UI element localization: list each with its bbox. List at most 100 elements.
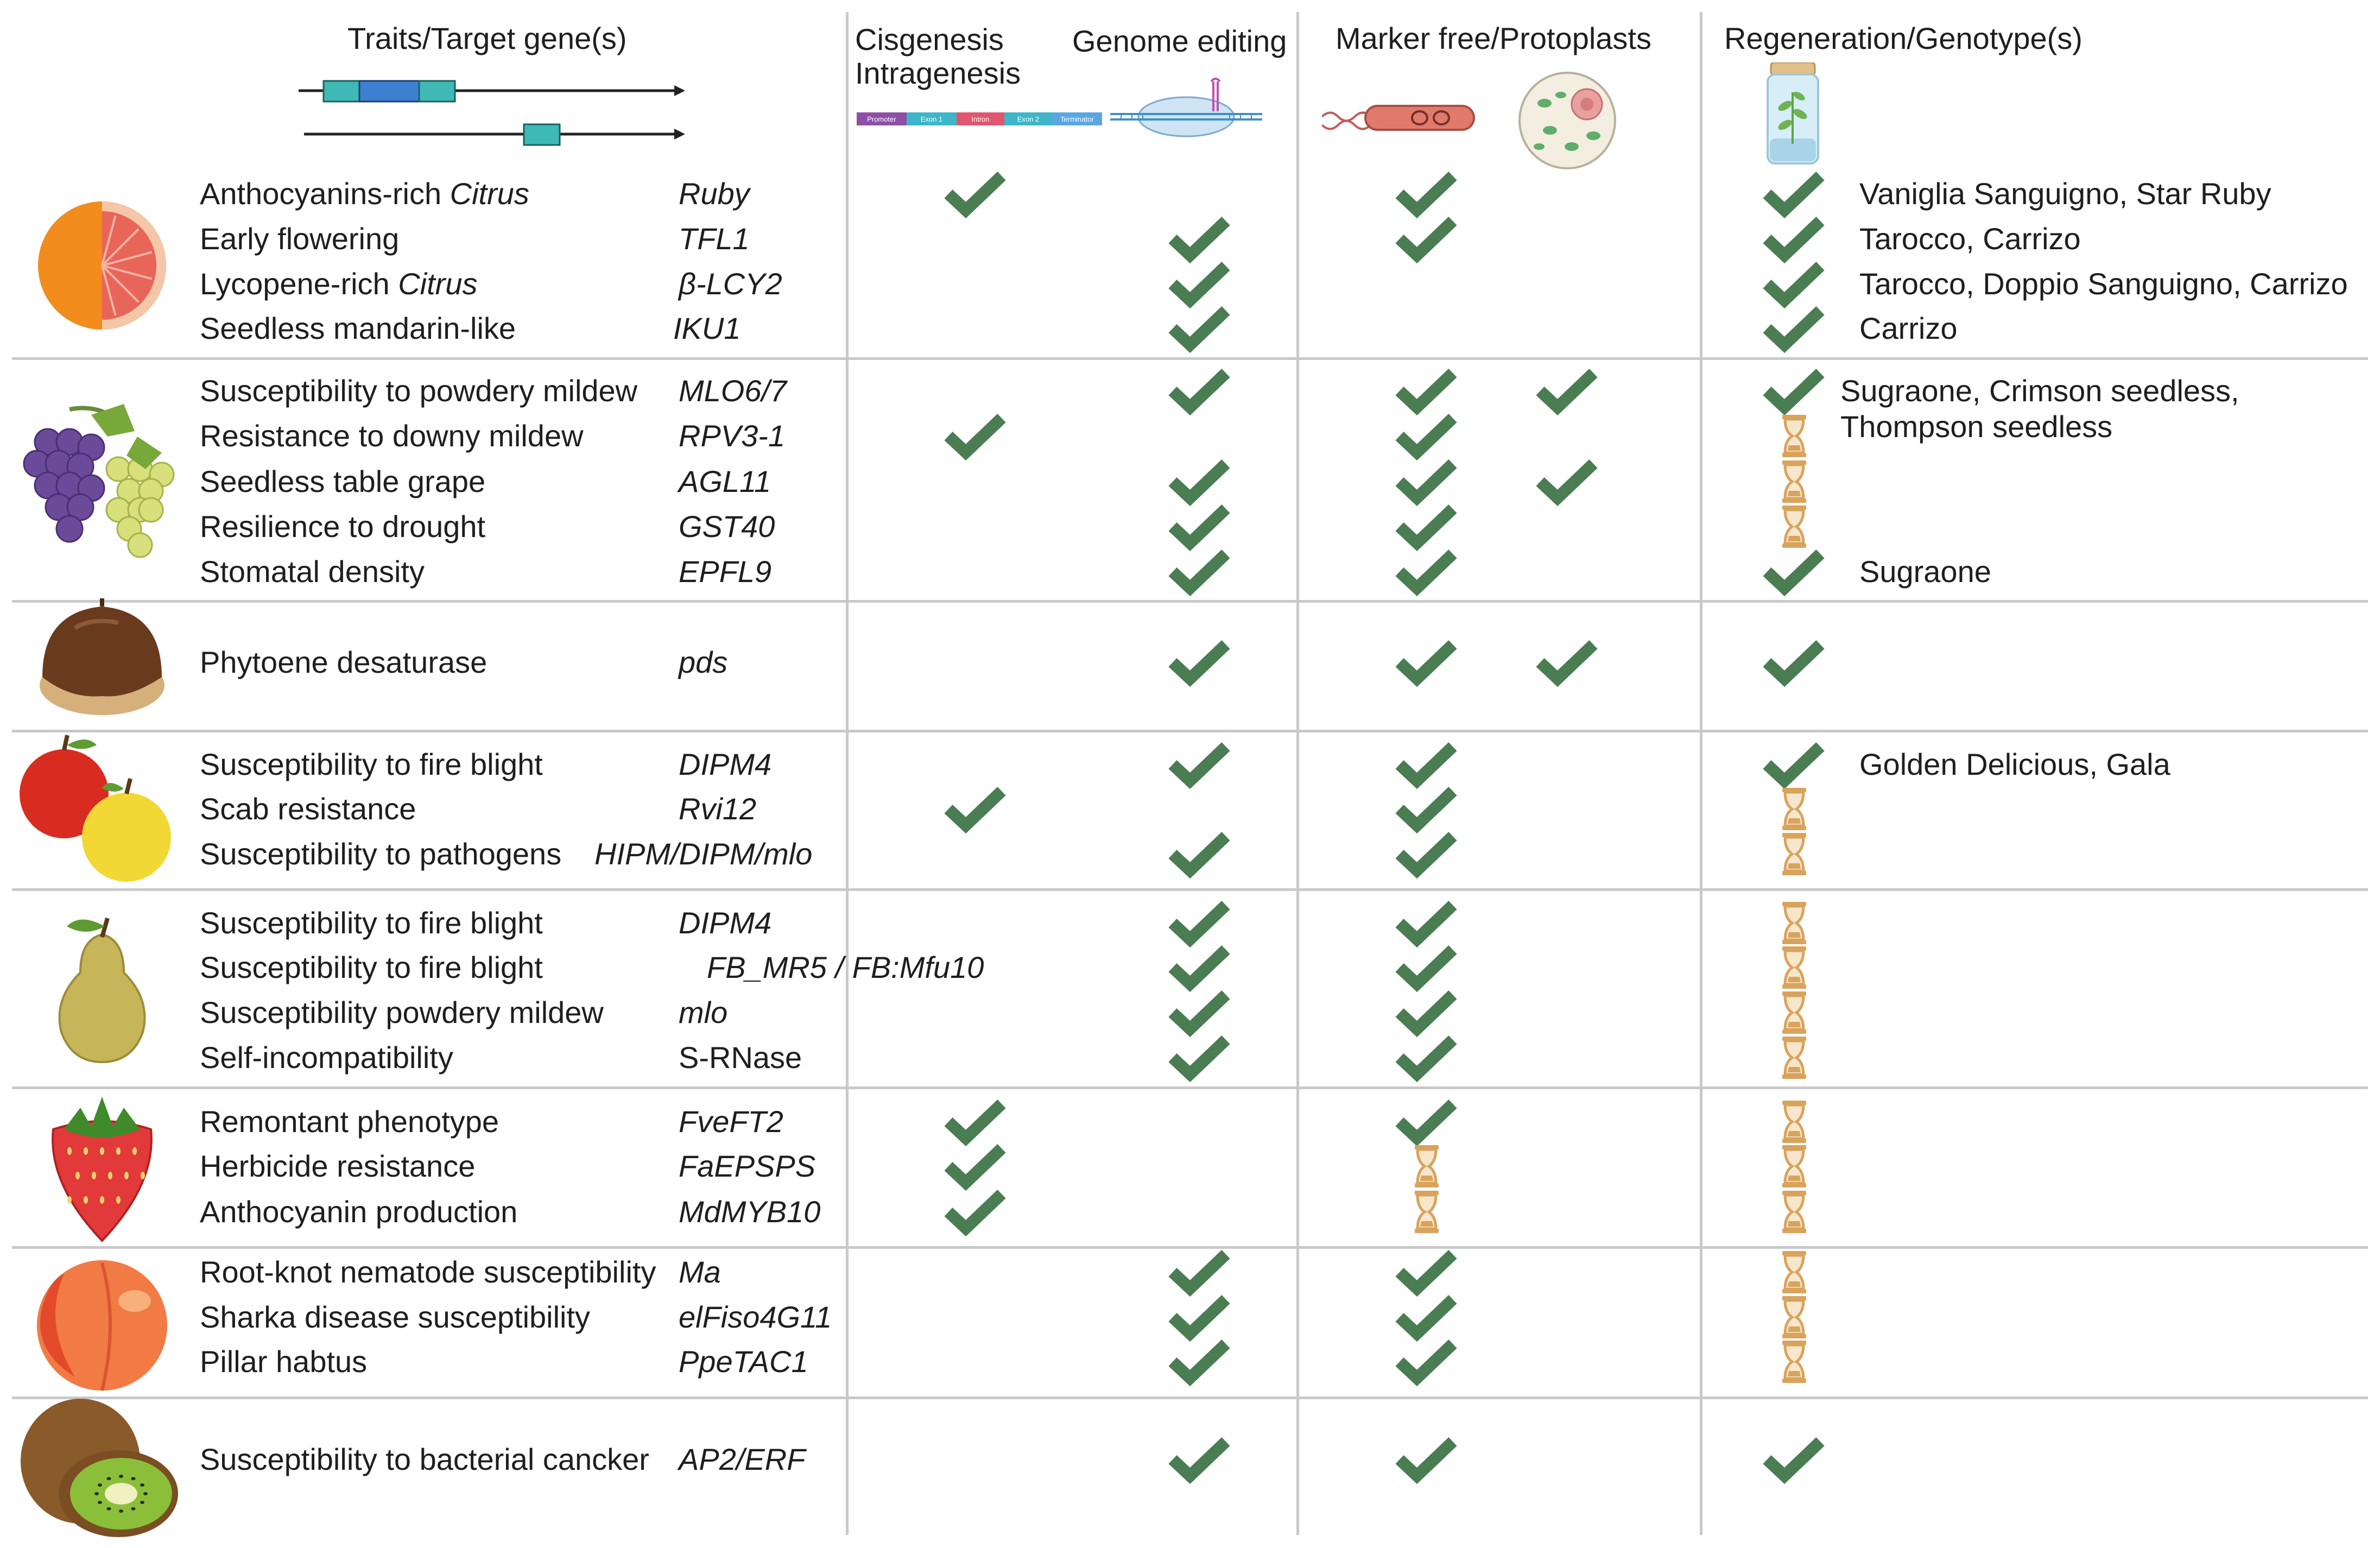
gene-cell: Ma — [679, 1256, 721, 1288]
regeneration-hourglass-icon — [1782, 788, 1806, 830]
trait-label: Resilience to drought — [200, 509, 486, 544]
gene-cell: FaEPSPS — [679, 1150, 815, 1183]
trait-label: Susceptibility to pathogens — [200, 837, 562, 871]
regeneration-check-icon — [1763, 369, 1825, 415]
trait-cell: Susceptibility to fire blight — [200, 748, 543, 781]
cisgenesis-check-icon — [944, 1144, 1006, 1191]
genome-editing-check-icon — [1168, 217, 1230, 263]
marker-free-check-icon — [1395, 1437, 1457, 1484]
header-traits: Traits/Target gene(s) — [347, 21, 627, 55]
trait-label: Lycopene-rich — [200, 267, 398, 301]
gene-cell: AGL11 — [679, 465, 771, 498]
regeneration-check-icon — [1763, 306, 1825, 353]
trait-cell: Root-knot nematode susceptibility — [200, 1256, 656, 1288]
trait-label: Seedless table grape — [200, 464, 486, 498]
marker-free-check-icon — [1395, 369, 1457, 415]
trait-cell: Pillar habtus — [200, 1345, 367, 1378]
column-divider — [1700, 12, 1702, 1535]
gene-label: FaEPSPS — [679, 1149, 816, 1183]
marker-free-check-icon — [1395, 990, 1457, 1037]
marker-free-check-icon — [1395, 459, 1457, 506]
regeneration-check-icon — [1763, 549, 1825, 596]
gene-cell: RPV3-1 — [679, 420, 785, 452]
gene-cell: β-LCY2 — [679, 268, 782, 300]
trait-taxon: Citrus — [398, 267, 478, 301]
gene-cell: EPFL9 — [679, 555, 771, 588]
trait-cell: Phytoene desaturase — [200, 646, 487, 679]
trait-label: Sharka disease susceptibility — [200, 1300, 591, 1334]
regeneration-hourglass-icon — [1782, 991, 1806, 1034]
regeneration-hourglass-icon — [1782, 1296, 1806, 1338]
regeneration-hourglass-icon — [1782, 1101, 1806, 1143]
gene-label: pds — [679, 645, 728, 679]
gene-label: TFL1 — [679, 222, 750, 256]
marker-free-check-icon — [1395, 1340, 1457, 1386]
regeneration-check-icon — [1763, 1437, 1825, 1484]
gene-cell: AP2/ERF — [679, 1443, 805, 1476]
apple-icon — [20, 735, 171, 882]
trait-label: Susceptibility to bacterial cancker — [200, 1442, 649, 1476]
trait-cell: Resilience to drought — [200, 510, 485, 543]
genome-editing-check-icon — [1168, 990, 1230, 1037]
pear-icon — [58, 917, 146, 1063]
gene-cell: DIPM4 — [679, 907, 771, 939]
gene-label: mlo — [679, 995, 728, 1029]
strawberry-icon — [52, 1097, 153, 1242]
cisgenesis-check-icon — [944, 787, 1006, 833]
trait-label: Stomatal density — [200, 554, 425, 589]
genotype-cell: Tarocco, Doppio Sanguigno, Carrizo — [1859, 267, 2348, 301]
gene-label: MLO6/7 — [679, 374, 787, 408]
marker-free-check-icon — [1395, 787, 1457, 833]
regeneration-hourglass-icon — [1782, 506, 1806, 548]
group-divider — [12, 357, 2368, 360]
gene-label: Ma — [679, 1255, 721, 1289]
chestnut-icon — [40, 598, 164, 715]
orange-icon — [38, 201, 166, 330]
column-divider — [846, 12, 849, 1535]
genome-editing-check-icon — [1168, 459, 1230, 506]
regeneration-check-icon — [1763, 217, 1825, 263]
trait-cell: Seedless table grape — [200, 465, 485, 498]
gene-label: DIPM4 — [679, 747, 772, 781]
kiwi-icon — [21, 1398, 178, 1537]
genotype-cell: Tarocco, Carrizo — [1859, 222, 2081, 256]
trait-label: Susceptibility to fire blight — [200, 747, 543, 781]
regeneration-check-icon — [1763, 172, 1825, 218]
marker-free-hourglass-icon — [1415, 1145, 1439, 1187]
genotype-cell: Vaniglia Sanguigno, Star Ruby — [1859, 176, 2271, 211]
cisgenesis-check-icon — [944, 1100, 1006, 1146]
header-marker-free-protoplasts: Marker free/Protoplasts — [1335, 21, 1651, 55]
regeneration-hourglass-icon — [1782, 1145, 1806, 1187]
trait-cell: Self-incompatibility — [200, 1041, 453, 1074]
trait-label: Pillar habtus — [200, 1344, 368, 1379]
regeneration-hourglass-icon — [1782, 1251, 1806, 1293]
trait-cell: Sharka disease susceptibility — [200, 1301, 590, 1334]
genome-editing-check-icon — [1168, 945, 1230, 992]
group-divider — [12, 1246, 2368, 1249]
marker-free-check-icon — [1395, 217, 1457, 263]
trait-cell: Scab resistance — [200, 793, 416, 825]
gene-cell: FveFT2 — [679, 1105, 783, 1138]
genotype-cell: Golden Delicious, Gala — [1859, 747, 2170, 781]
gene-label: β-LCY2 — [679, 267, 782, 301]
construct-label: Terminator — [1060, 115, 1094, 123]
genome-editing-check-icon — [1168, 901, 1230, 947]
regeneration-hourglass-icon — [1782, 460, 1806, 503]
protoplast-check-icon — [1536, 640, 1598, 687]
column-divider — [1296, 12, 1299, 1535]
jar-plant-icon — [1767, 62, 1819, 165]
trait-label: Susceptibility to fire blight — [200, 906, 543, 940]
gene-cell: S-RNase — [679, 1041, 802, 1074]
trait-label: Seedless mandarin-like — [200, 311, 516, 345]
trait-taxon: Citrus — [450, 176, 529, 211]
trait-label: Susceptibility to fire blight — [200, 950, 543, 984]
gene-cell: MLO6/7 — [679, 375, 787, 407]
trait-cell: Susceptibility to fire blight — [200, 907, 543, 939]
genome-editing-check-icon — [1168, 1437, 1230, 1484]
grape-icon — [23, 403, 175, 558]
trait-cell: Susceptibility to powdery mildew — [200, 375, 637, 407]
trait-label: Self-incompatibility — [200, 1040, 453, 1075]
gene-cell: DIPM4 — [679, 748, 771, 781]
marker-free-check-icon — [1395, 414, 1457, 460]
